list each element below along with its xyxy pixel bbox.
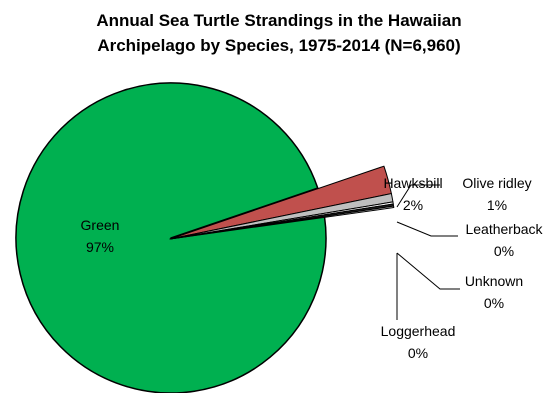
slice-percent-olive-ridley: 1% (487, 197, 507, 213)
slice-label-leatherback: Leatherback (465, 221, 543, 237)
chart-title-line-1: Annual Sea Turtle Strandings in the Hawa… (96, 11, 462, 30)
slice-label-olive-ridley: Olive ridley (462, 175, 531, 191)
leader-line-unknown (396, 252, 460, 290)
leader-lines (396, 184, 460, 320)
slice-percent-green: 97% (86, 239, 114, 255)
slice-percent-unknown: 0% (484, 295, 504, 311)
leader-line-leatherback (396, 221, 458, 237)
pie-slice-loggerhead (169, 205, 395, 240)
pie-slice-green (15, 82, 327, 393)
leader-line-olive-ridley (396, 184, 440, 208)
slice-percent-hawksbill: 2% (403, 197, 423, 213)
chart-title-line-2: Archipelago by Species, 1975-2014 (N=6,9… (97, 36, 461, 55)
slice-label-hawksbill: Hawksbill (383, 175, 442, 191)
slice-label-green: Green (81, 217, 120, 233)
slice-percent-leatherback: 0% (494, 243, 514, 259)
chart-title: Annual Sea Turtle Strandings in the Hawa… (0, 8, 558, 58)
pie-slices (15, 82, 395, 393)
slice-label-unknown: Unknown (465, 273, 523, 289)
slice-labels: Green 97% Hawksbill 2% Olive ridley 1% Leather… (81, 175, 544, 361)
slice-label-loggerhead: Loggerhead (381, 323, 456, 339)
slice-percent-loggerhead: 0% (408, 345, 428, 361)
